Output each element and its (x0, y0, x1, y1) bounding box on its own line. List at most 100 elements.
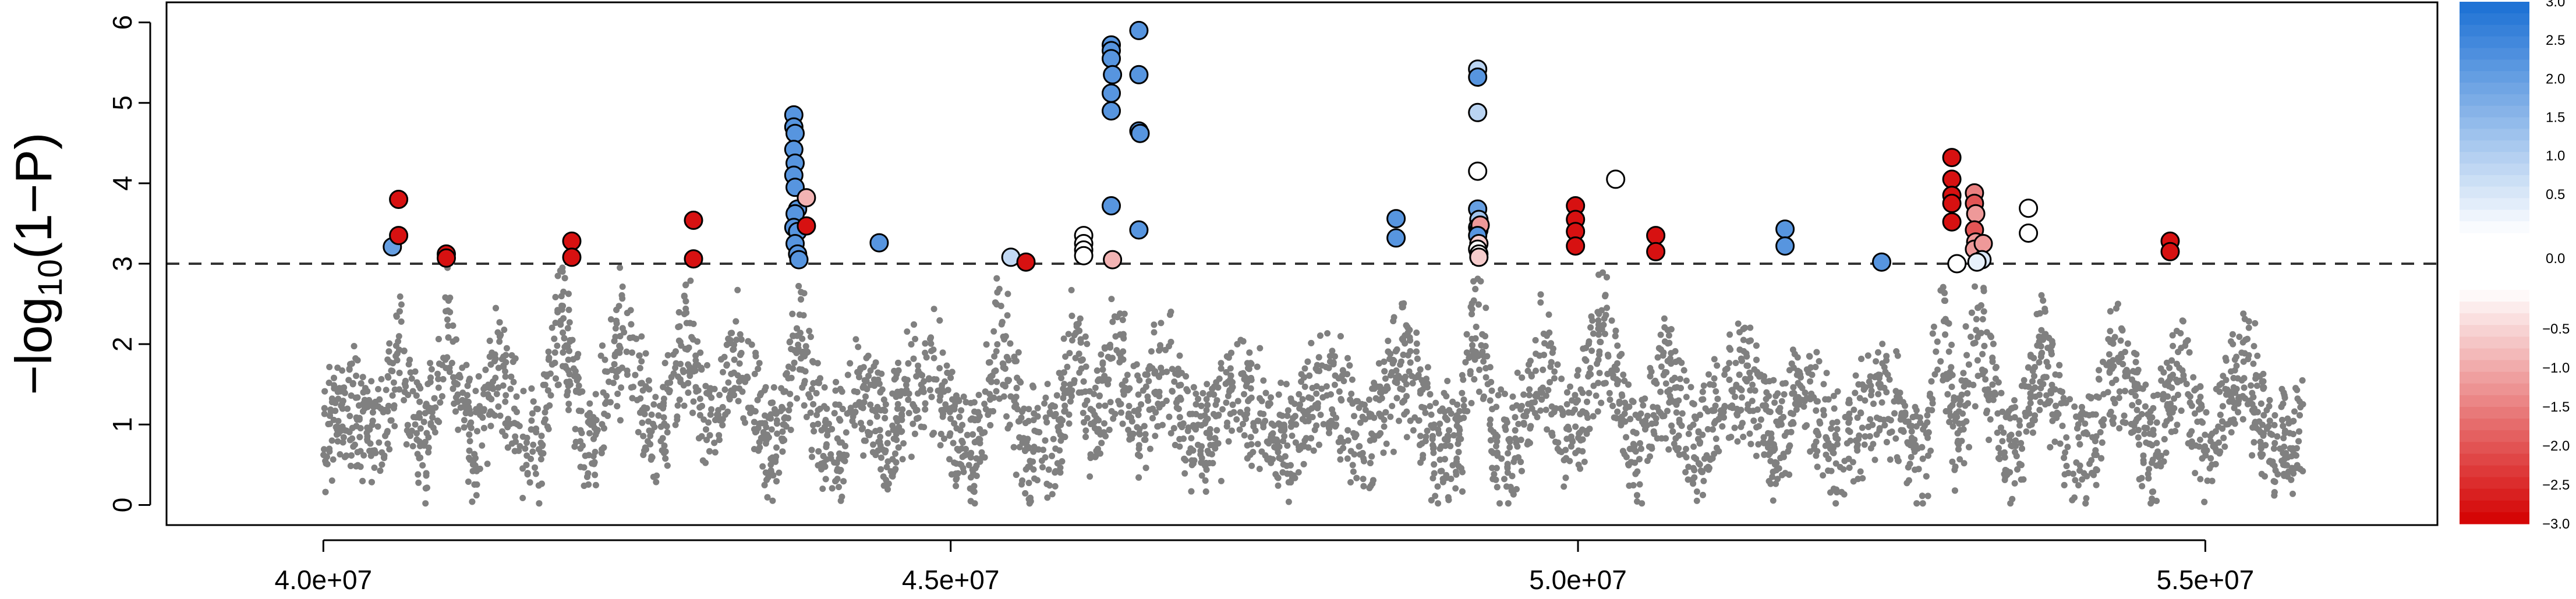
background-point (586, 410, 593, 417)
background-point (495, 364, 502, 371)
background-point (928, 348, 935, 355)
background-point (466, 431, 473, 438)
background-point (730, 346, 737, 353)
background-point (2241, 384, 2248, 391)
background-point (1834, 388, 1841, 395)
background-point (1604, 304, 1611, 311)
background-point (2250, 360, 2257, 367)
background-point (815, 448, 822, 455)
background-point (345, 377, 352, 384)
background-point (522, 445, 529, 452)
background-point (558, 293, 565, 300)
background-point (566, 319, 573, 326)
background-point (859, 384, 866, 391)
background-point (1381, 423, 1388, 430)
background-point (551, 335, 558, 342)
background-point (807, 409, 814, 416)
background-point (1203, 407, 1210, 414)
background-point (675, 309, 682, 316)
background-point (328, 437, 335, 444)
background-point (614, 403, 621, 410)
background-point (1961, 460, 1968, 467)
background-point (1413, 340, 1420, 347)
background-point (993, 275, 1000, 282)
background-point (2199, 419, 2206, 426)
background-point (1436, 456, 1443, 463)
background-point (2072, 477, 2079, 484)
background-point (870, 441, 876, 448)
background-point (1987, 416, 1994, 423)
background-point (964, 431, 971, 438)
background-point (1664, 340, 1671, 347)
background-point (1676, 451, 1683, 458)
background-point (878, 454, 884, 461)
background-point (692, 357, 699, 364)
background-point (836, 484, 842, 491)
background-point (2000, 429, 2007, 436)
background-point (1711, 375, 1718, 382)
background-point (742, 419, 748, 426)
background-point (1751, 366, 1758, 373)
background-point (1685, 463, 1692, 470)
background-point (1614, 342, 1621, 349)
background-point (1357, 419, 1364, 426)
background-point (2228, 429, 2235, 436)
background-point (420, 419, 427, 426)
background-point (2153, 439, 2160, 446)
background-point (493, 391, 500, 398)
background-point (2299, 401, 2306, 407)
background-point (1193, 401, 1199, 408)
background-point (2170, 342, 2177, 349)
background-point (1360, 483, 1367, 490)
background-point (638, 333, 645, 340)
background-point (339, 367, 346, 374)
background-point (759, 463, 766, 470)
background-point (716, 432, 723, 439)
background-point (480, 391, 487, 398)
background-point (2140, 459, 2147, 466)
background-point (1471, 376, 1478, 383)
background-point (1092, 453, 1099, 460)
background-point (1868, 387, 1875, 394)
background-point (396, 386, 403, 393)
background-point (1771, 399, 1778, 406)
background-point (707, 411, 714, 418)
background-point (1142, 431, 1149, 438)
background-point (832, 387, 839, 394)
background-point (1254, 441, 1261, 448)
background-point (811, 428, 818, 435)
background-point (1726, 376, 1733, 383)
background-point (1061, 381, 1068, 388)
background-point (1596, 370, 1603, 377)
background-point (2018, 439, 2025, 446)
background-point (502, 368, 508, 375)
background-point (1639, 500, 1646, 507)
background-point (2138, 411, 2145, 417)
background-point (1141, 436, 1148, 443)
background-point (960, 465, 967, 472)
background-point (565, 406, 572, 413)
background-point (822, 476, 829, 483)
background-point (1857, 468, 1864, 475)
background-point (1876, 425, 1883, 432)
background-point (1183, 386, 1190, 393)
background-point (756, 444, 763, 451)
background-point (586, 400, 593, 407)
background-point (1476, 366, 1483, 373)
background-point (1740, 336, 1747, 343)
background-point (808, 385, 815, 392)
background-point (1275, 482, 1282, 489)
background-point (442, 356, 449, 363)
background-point (1120, 391, 1127, 398)
background-point (2253, 382, 2260, 389)
background-point (387, 359, 394, 366)
background-point (409, 388, 416, 395)
background-point (1846, 428, 1853, 435)
background-point (1528, 405, 1535, 412)
background-point (915, 362, 922, 369)
background-point (1052, 445, 1059, 452)
background-point (1003, 413, 1010, 420)
background-point (1982, 376, 1989, 383)
background-point (910, 355, 917, 362)
